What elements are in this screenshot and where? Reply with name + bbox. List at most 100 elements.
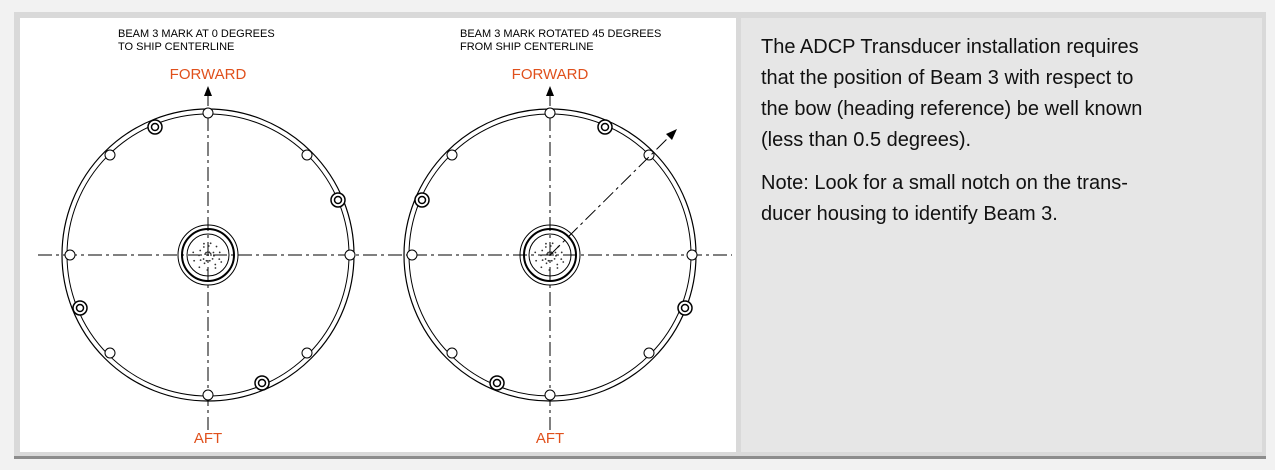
- bolt-hole: [202, 389, 214, 401]
- beam-hole: [417, 195, 427, 205]
- bolt-hole: [446, 347, 458, 359]
- bolt-hole: [104, 149, 116, 161]
- pin: [208, 259, 211, 262]
- pin: [220, 261, 223, 263]
- pin: [206, 251, 209, 253]
- pin: [544, 246, 547, 248]
- bolt-hole: [301, 347, 313, 359]
- pin: [547, 259, 550, 262]
- pin: [193, 259, 196, 262]
- pin: [214, 263, 217, 266]
- caption: BEAM 3 MARK AT 0 DEGREES: [118, 28, 275, 40]
- hub: [181, 228, 235, 282]
- text-line: The ADCP Transducer installation require…: [761, 36, 1139, 58]
- pin: [550, 259, 553, 262]
- beam-hole: [330, 192, 346, 208]
- pin: [211, 257, 214, 260]
- beam-hole: [597, 119, 613, 135]
- pin: [562, 261, 565, 263]
- hub: [519, 224, 581, 286]
- pin: [552, 254, 554, 256]
- pin: [213, 254, 215, 257]
- bolt-hole: [446, 149, 458, 161]
- caption: BEAM 3 MARK ROTATED 45 DEGREES: [460, 28, 661, 40]
- pin: [553, 257, 556, 260]
- pin: [540, 266, 543, 269]
- caption: FROM SHIP CENTERLINE: [460, 41, 594, 53]
- pin: [548, 251, 551, 253]
- beam-hole: [600, 122, 610, 132]
- pin: [205, 251, 207, 254]
- pin: [545, 242, 547, 245]
- hub: [528, 233, 572, 277]
- beam3-direction: [549, 133, 673, 256]
- aft-label: AFT: [194, 430, 222, 447]
- pin: [541, 259, 544, 262]
- pin: [202, 246, 205, 248]
- pin: [209, 252, 212, 255]
- pin: [202, 258, 205, 260]
- pin: [198, 266, 201, 269]
- pin: [198, 254, 200, 257]
- beam-hole: [75, 303, 85, 313]
- beam-hole: [254, 375, 270, 391]
- bolt-hole: [344, 249, 356, 261]
- text-line: ducer housing to identify Beam 3.: [761, 203, 1058, 225]
- pin: [560, 258, 563, 261]
- pin: [556, 267, 559, 269]
- beam-hole: [333, 195, 343, 205]
- arrow: [666, 129, 677, 140]
- beam-hole: [414, 192, 430, 208]
- pin: [214, 267, 217, 269]
- paragraph: The ADCP Transducer installation require…: [761, 32, 1262, 156]
- pin: [556, 263, 559, 266]
- bolt-hole: [301, 149, 313, 161]
- bolt-hole: [643, 149, 655, 161]
- pin: [205, 259, 208, 262]
- pin: [560, 251, 563, 254]
- pin: [208, 251, 211, 254]
- arrow: [546, 86, 554, 96]
- bolt-hole: [643, 347, 655, 359]
- bolt-hole: [64, 249, 76, 261]
- beam-hole: [677, 300, 693, 316]
- pin: [540, 254, 542, 257]
- diagram-panel: BEAM 3 MARK AT 0 DEGREES TO SHIP CENTERLI…: [20, 18, 736, 452]
- pin: [544, 258, 547, 260]
- pin: [555, 254, 557, 257]
- pin: [554, 251, 557, 254]
- aft-label: AFT: [536, 430, 564, 447]
- page: BEAM 3 MARK AT 0 DEGREES TO SHIP CENTERLI…: [14, 12, 1266, 459]
- text-line: the bow (heading reference) be well know…: [761, 98, 1143, 120]
- beam-hole: [147, 119, 163, 135]
- bolt-hole: [104, 347, 116, 359]
- pin: [199, 259, 202, 262]
- pin: [541, 249, 544, 252]
- pin: [215, 245, 218, 248]
- pin: [551, 242, 554, 245]
- pin: [203, 262, 206, 265]
- hub: [177, 224, 239, 286]
- pin: [535, 259, 538, 262]
- pin: [199, 249, 202, 252]
- arrow: [204, 86, 212, 96]
- bolt-hole: [544, 389, 556, 401]
- bolt-hole: [406, 249, 418, 261]
- pin: [218, 251, 221, 254]
- beam-hole: [72, 300, 88, 316]
- pin: [212, 251, 215, 254]
- pin: [206, 269, 209, 271]
- bolt-hole: [686, 249, 698, 261]
- text-panel: The ADCP Transducer installation require…: [741, 18, 1262, 452]
- pin: [209, 242, 212, 245]
- pin: [210, 254, 212, 256]
- pin: [203, 242, 205, 245]
- pin: [207, 245, 210, 247]
- pin: [218, 258, 221, 261]
- pin: [546, 253, 549, 255]
- bolt-hole: [202, 107, 214, 119]
- pin: [549, 245, 552, 247]
- forward-label: FORWARD: [170, 66, 247, 83]
- pin: [547, 251, 549, 254]
